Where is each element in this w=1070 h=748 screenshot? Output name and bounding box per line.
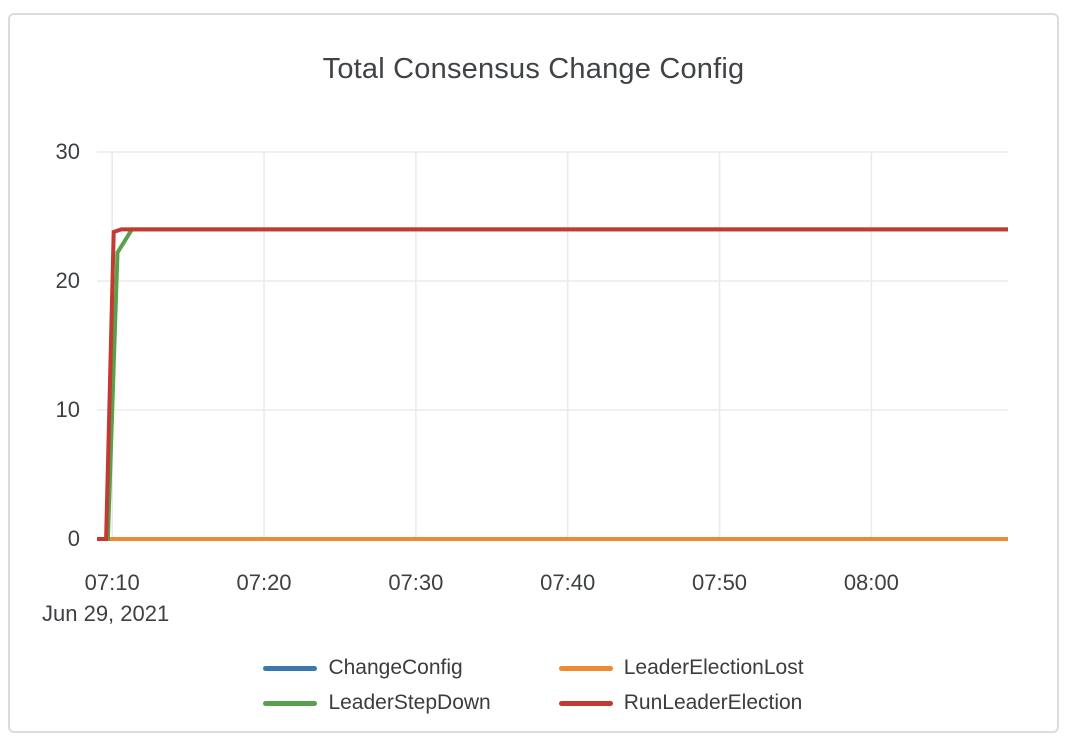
legend-label: LeaderElectionLost bbox=[623, 656, 804, 679]
series-line-runleaderelection bbox=[97, 227, 1008, 541]
legend-item-leaderelectionlost[interactable]: LeaderElectionLost bbox=[558, 656, 804, 680]
x-axis-tick-label: 07:10 bbox=[84, 570, 140, 595]
legend-label: RunLeaderElection bbox=[623, 691, 803, 714]
chart-title: Total Consensus Change Config bbox=[322, 53, 745, 85]
x-axis-tick-label: 07:50 bbox=[691, 570, 748, 595]
x-axis-tick-label: 07:20 bbox=[236, 570, 292, 595]
legend-swatch-leaderstepdown bbox=[263, 700, 318, 706]
plot-area[interactable] bbox=[10, 15, 1057, 731]
legend-swatch-changeconfig bbox=[263, 665, 318, 671]
legend-item-leaderstepdown[interactable]: LeaderStepDown bbox=[263, 691, 491, 715]
y-axis-tick-label: 20 bbox=[55, 268, 80, 293]
legend-label: LeaderStepDown bbox=[328, 691, 491, 714]
y-axis-tick-label: 30 bbox=[55, 139, 80, 164]
legend-item-changeconfig[interactable]: ChangeConfig bbox=[263, 656, 463, 680]
legend: ChangeConfig LeaderElectionLost LeaderSt… bbox=[10, 656, 1057, 715]
y-axis-tick-label: 10 bbox=[55, 397, 80, 422]
x-axis-tick-label: 07:40 bbox=[540, 570, 596, 595]
chart-card: Total Consensus Change Config 30 20 10 0… bbox=[8, 13, 1059, 733]
legend-swatch-leaderelectionlost bbox=[558, 665, 613, 671]
x-axis-date-label: Jun 29, 2021 bbox=[42, 601, 170, 626]
legend-item-runleaderelection[interactable]: RunLeaderElection bbox=[558, 691, 803, 715]
legend-label: ChangeConfig bbox=[328, 656, 463, 679]
y-axis-tick-label: 0 bbox=[67, 526, 80, 551]
legend-swatch-runleaderelection bbox=[558, 700, 613, 706]
x-axis-tick-label: 07:30 bbox=[388, 570, 444, 595]
x-axis-tick-label: 08:00 bbox=[843, 570, 899, 595]
legend-grid: ChangeConfig LeaderElectionLost LeaderSt… bbox=[263, 656, 804, 715]
